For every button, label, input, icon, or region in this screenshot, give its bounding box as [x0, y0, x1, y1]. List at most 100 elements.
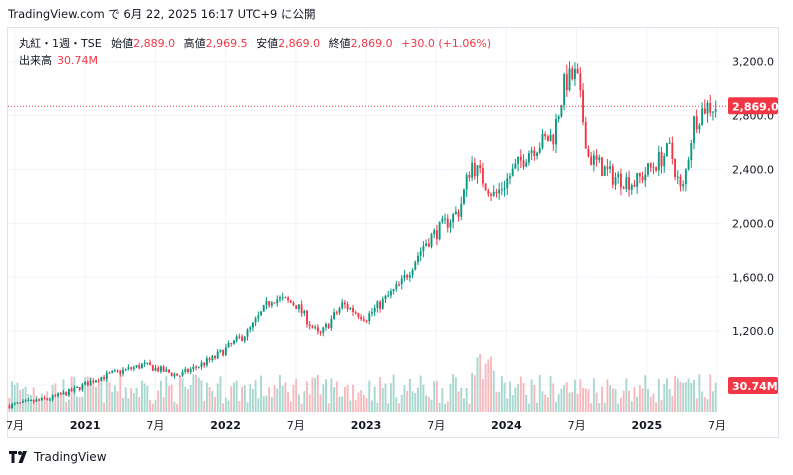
candle-body — [138, 365, 141, 369]
volume-bar — [178, 376, 181, 412]
candle-body — [649, 163, 652, 168]
candle-body — [289, 300, 292, 303]
volume-bar — [143, 383, 146, 412]
candle-body — [113, 370, 116, 372]
volume-bar — [592, 378, 595, 412]
last-volume-text: 30.74M — [732, 380, 778, 393]
candle-body — [103, 377, 106, 379]
volume-bar — [276, 388, 279, 412]
volume-bar — [119, 374, 122, 412]
chart-legend: 丸紅・1週・TSE 始値2,889.0 高値2,969.5 安値2,869.0 … — [19, 35, 496, 51]
volume-bar — [490, 356, 492, 412]
volume-bar — [281, 385, 284, 412]
volume-bar — [663, 384, 666, 412]
candle-body — [495, 191, 498, 194]
volume-bar — [146, 385, 149, 412]
candle-body — [525, 162, 528, 167]
volume-bar — [84, 377, 87, 412]
candle-body — [48, 399, 51, 401]
candle-body — [205, 358, 208, 366]
candle-body — [211, 355, 214, 360]
volume-bar — [495, 391, 498, 412]
candle-body — [684, 169, 687, 185]
candle-body — [371, 312, 373, 314]
candle-body — [617, 173, 620, 178]
candle-body — [352, 307, 354, 313]
footer-brand[interactable]: TradingView — [9, 450, 107, 464]
volume-bar — [260, 375, 262, 412]
volume-bar — [679, 381, 682, 412]
candle-body — [21, 400, 24, 403]
volume-bar — [205, 382, 208, 412]
candle-body — [671, 142, 674, 159]
volume-bar — [59, 392, 62, 412]
candle-body — [333, 312, 336, 319]
x-tick-label: 7月 — [708, 419, 726, 432]
candle-body — [457, 211, 460, 217]
volume-bar — [97, 382, 100, 412]
candle-body — [260, 311, 262, 316]
volume-bar — [555, 402, 557, 412]
candle-body — [257, 315, 260, 319]
volume-bar — [176, 403, 179, 412]
candle-body — [24, 400, 27, 402]
volume-bar — [103, 402, 106, 412]
candle-body — [46, 398, 49, 400]
volume-bar — [360, 390, 363, 412]
candle-body — [644, 174, 647, 181]
volume-bar — [392, 374, 395, 412]
candle-body — [268, 301, 271, 306]
candle-body — [682, 184, 685, 187]
volume-bar — [628, 390, 630, 412]
candle-body — [609, 166, 612, 169]
candle-body — [146, 362, 149, 364]
candle-body — [162, 366, 165, 372]
candle-body — [619, 173, 622, 188]
volume-bar — [665, 378, 668, 412]
candle-body — [184, 369, 187, 372]
volume-bar — [354, 400, 357, 412]
volume-bar — [438, 402, 441, 412]
volume-bar — [541, 391, 544, 412]
volume-bar — [246, 402, 249, 412]
volume-bar — [27, 393, 30, 412]
candle-body — [484, 183, 487, 191]
candle-body — [249, 327, 252, 330]
volume-bar — [703, 396, 706, 412]
candle-body — [701, 108, 704, 126]
volume-bar — [492, 370, 495, 412]
candle-body — [276, 299, 279, 304]
volume-bar — [273, 385, 276, 412]
volume-bar — [603, 402, 606, 412]
candle-body — [176, 373, 179, 376]
volume-bar — [35, 395, 38, 412]
candle-body — [273, 302, 276, 304]
candle-body — [303, 310, 306, 314]
volume-bar — [525, 394, 528, 412]
volume-bar — [509, 381, 511, 412]
candle-body — [354, 312, 357, 314]
candle-body — [86, 381, 89, 386]
candle-body — [151, 365, 154, 371]
volume-bar — [614, 388, 617, 412]
candle-body — [630, 184, 633, 190]
volume-bar — [327, 403, 330, 412]
volume-bar — [403, 385, 406, 412]
candle-body — [203, 362, 206, 366]
candle-body — [335, 312, 338, 314]
volume-bar — [422, 384, 425, 412]
candle-body — [584, 121, 587, 149]
volume-bar — [189, 385, 192, 412]
candle-body — [159, 366, 162, 372]
candle-body — [19, 402, 22, 404]
volume-bar — [30, 395, 32, 412]
volume-bar — [674, 375, 677, 412]
volume-bar — [465, 387, 468, 412]
volume-bar — [38, 398, 41, 412]
open-label: 始値 — [111, 37, 134, 50]
candle-body — [243, 336, 246, 341]
volume-bar — [76, 396, 78, 412]
candle-body — [181, 371, 184, 376]
volume-bar — [214, 397, 216, 412]
